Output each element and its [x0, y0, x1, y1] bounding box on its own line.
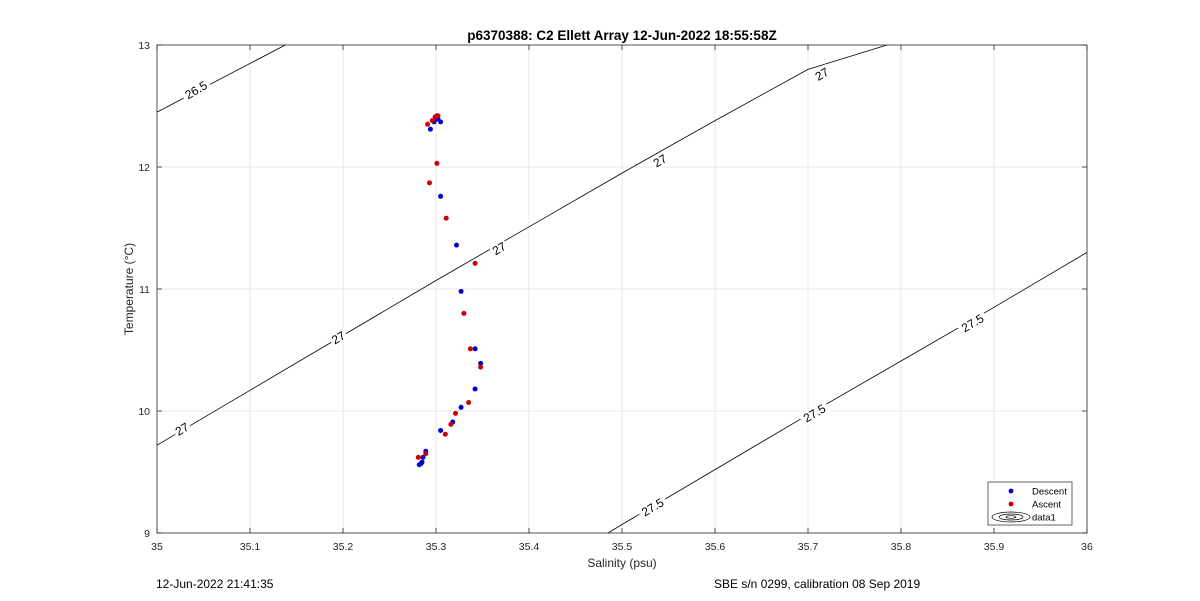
y-axis-label: Temperature (°C)	[122, 243, 136, 335]
point-descent	[438, 428, 444, 433]
contour-label-group: 27	[811, 63, 833, 85]
contour-label-group: 27	[327, 327, 350, 349]
point-descent	[472, 346, 478, 352]
contour-label-background	[956, 309, 989, 337]
point-ascent	[434, 160, 440, 166]
point-descent	[438, 119, 444, 125]
point-ascent	[453, 410, 458, 416]
x-tick-label: 36	[1081, 541, 1093, 553]
y-tick-label: 12	[138, 162, 150, 174]
contour-label-background	[488, 238, 510, 260]
contour-label-group: 27	[649, 150, 671, 172]
contour-label-background	[179, 76, 213, 104]
x-tick-label: 35.2	[333, 541, 354, 553]
legend-label-ascent: Ascent	[1032, 500, 1061, 511]
x-axis-label: Salinity (psu)	[587, 556, 656, 570]
legend-label-descent: Descent	[1032, 487, 1067, 498]
point-descent	[454, 242, 459, 248]
point-ascent	[443, 215, 449, 221]
y-tick-label: 10	[138, 406, 150, 418]
point-ascent	[478, 364, 484, 370]
contour-label-27: 27	[490, 239, 509, 258]
point-ascent	[466, 400, 472, 405]
legend-marker-descent	[1008, 488, 1014, 494]
contour-label-background	[171, 418, 193, 440]
y-tick-label: 9	[144, 528, 150, 540]
contour-label-background	[327, 327, 350, 349]
point-descent	[472, 386, 478, 392]
x-tick-label: 35.5	[612, 541, 633, 553]
contour-label-background	[636, 493, 670, 521]
legend-label-data1: data1	[1032, 513, 1056, 524]
point-ascent	[461, 310, 467, 316]
point-descent	[478, 360, 484, 366]
contour-label-27: 27	[329, 328, 348, 347]
point-ascent	[448, 421, 454, 427]
data-points	[415, 113, 484, 468]
point-ascent	[467, 346, 473, 352]
x-tick-label: 35.8	[891, 541, 912, 553]
point-ascent	[434, 113, 440, 119]
axis-ticks: 35 35.1 35.2 35.3 35.4 35.5 35.6 35.7 35.8 35.9 36…	[138, 40, 1093, 553]
contour-line-27	[156, 44, 888, 446]
legend-entry-data1: data1	[991, 511, 1056, 524]
legend-entry-descent: Descent	[1008, 487, 1067, 498]
contour-line-26.5	[156, 44, 286, 113]
x-tick-label: 35.7	[798, 541, 819, 553]
contour-label-background	[649, 150, 671, 172]
x-tick-label: 35.3	[426, 541, 447, 553]
contour-label-group: 27	[171, 418, 193, 440]
contour-label-27: 27	[813, 65, 832, 84]
contour-label-background	[798, 399, 831, 427]
point-ascent	[423, 451, 429, 457]
x-tick-label: 35	[151, 541, 163, 553]
contour-label-background	[811, 63, 833, 85]
legend-entry-ascent: Ascent	[1008, 500, 1061, 511]
y-tick-label: 13	[138, 40, 150, 52]
contour-label-group: 27	[488, 238, 510, 260]
x-tick-label: 35.4	[519, 541, 540, 553]
x-tick-label: 35.6	[705, 541, 726, 553]
point-descent	[420, 454, 426, 460]
x-tick-label: 35.9	[984, 541, 1005, 553]
contour-legend-icon	[991, 511, 1031, 523]
point-ascent	[425, 121, 431, 127]
point-ascent	[442, 431, 448, 437]
footer-calibration: SBE s/n 0299, calibration 08 Sep 2019	[714, 577, 920, 591]
chart-title: p6370388: C2 Ellett Array 12-Jun-2022 18…	[467, 28, 776, 43]
contour-label-27: 27	[651, 151, 670, 170]
x-tick-label: 35.1	[240, 541, 261, 553]
legend-marker-ascent	[1008, 501, 1014, 507]
y-tick-label: 11	[139, 284, 150, 296]
point-descent	[458, 288, 464, 294]
point-ascent	[472, 260, 478, 266]
point-descent	[419, 459, 425, 465]
footer-timestamp: 12-Jun-2022 21:41:35	[156, 577, 274, 591]
point-descent	[427, 126, 433, 132]
point-ascent	[427, 180, 432, 186]
point-ascent	[429, 118, 435, 124]
contour-label-27: 27	[173, 420, 192, 439]
legend: Descent Ascent data1	[987, 481, 1073, 526]
point-descent	[458, 404, 464, 410]
point-ascent	[415, 454, 421, 460]
grid-lines	[157, 45, 1087, 533]
point-descent	[438, 193, 444, 199]
